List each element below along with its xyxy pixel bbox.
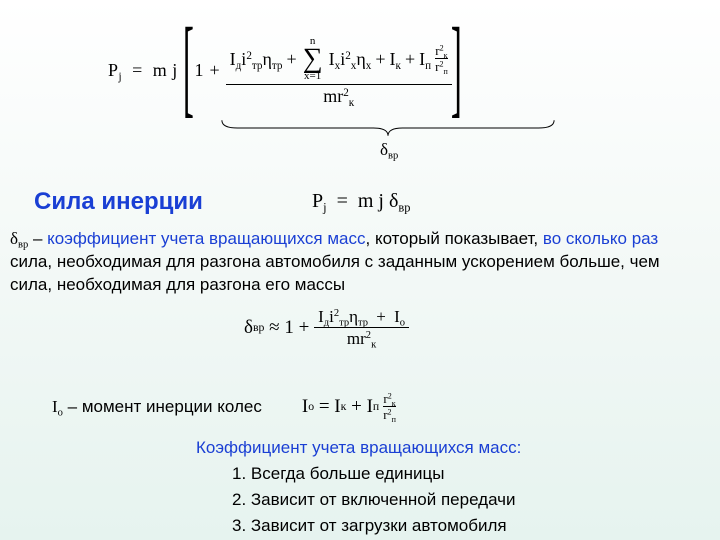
eq1-term4: Iп [419, 50, 431, 68]
eq1-fraction: Iдi2трηтр + n ∑ x=1 Ixi2xηx + Iк + Iп r2… [226, 36, 452, 105]
io-label: Io – момент инерции колес [52, 397, 262, 417]
approx-formula: δвр ≈ 1 + Iдi2трηтр + Io mr2к [244, 308, 409, 347]
eq1-plus: + [209, 60, 219, 81]
sigma: n ∑ x=1 [303, 36, 323, 82]
io-formula: Io = Iк + Iп r2к r2п [302, 392, 396, 421]
section-heading: Сила инерции [34, 188, 203, 216]
eq1-term3: Iк [390, 50, 401, 68]
list-heading: Коэффициент учета вращающихся масс: [196, 438, 521, 458]
definition-text: δвр – коэффициент учета вращающихся масс… [10, 228, 710, 297]
eq1-term2: Ixi2xηx [329, 50, 372, 68]
io-row: Io – момент инерции колес Io = Iк + Iп r… [52, 392, 672, 421]
eq1-den: mr2к [323, 85, 354, 105]
list-item: 1. Всегда больше единицы [232, 464, 444, 484]
eq1-ratio: r2к r2п [435, 44, 448, 73]
bracket-right: ] [451, 21, 462, 111]
underbrace-label: δвр [380, 140, 398, 160]
eq1-one: 1 [194, 60, 203, 81]
eq1-term1: Iдi2трηтр [230, 50, 283, 68]
list-item: 2. Зависит от включенной передачи [232, 490, 516, 510]
eq1-lhs: Pj = m j [108, 60, 178, 81]
list-item: 3. Зависит от загрузки автомобиля [232, 516, 507, 536]
simplified-formula: Pj = m j δвр [312, 190, 410, 213]
main-formula: Pj = m j [ 1 + Iдi2трηтр + n ∑ x=1 Ixi2x… [108, 10, 460, 130]
bracket-left: [ [183, 21, 194, 111]
